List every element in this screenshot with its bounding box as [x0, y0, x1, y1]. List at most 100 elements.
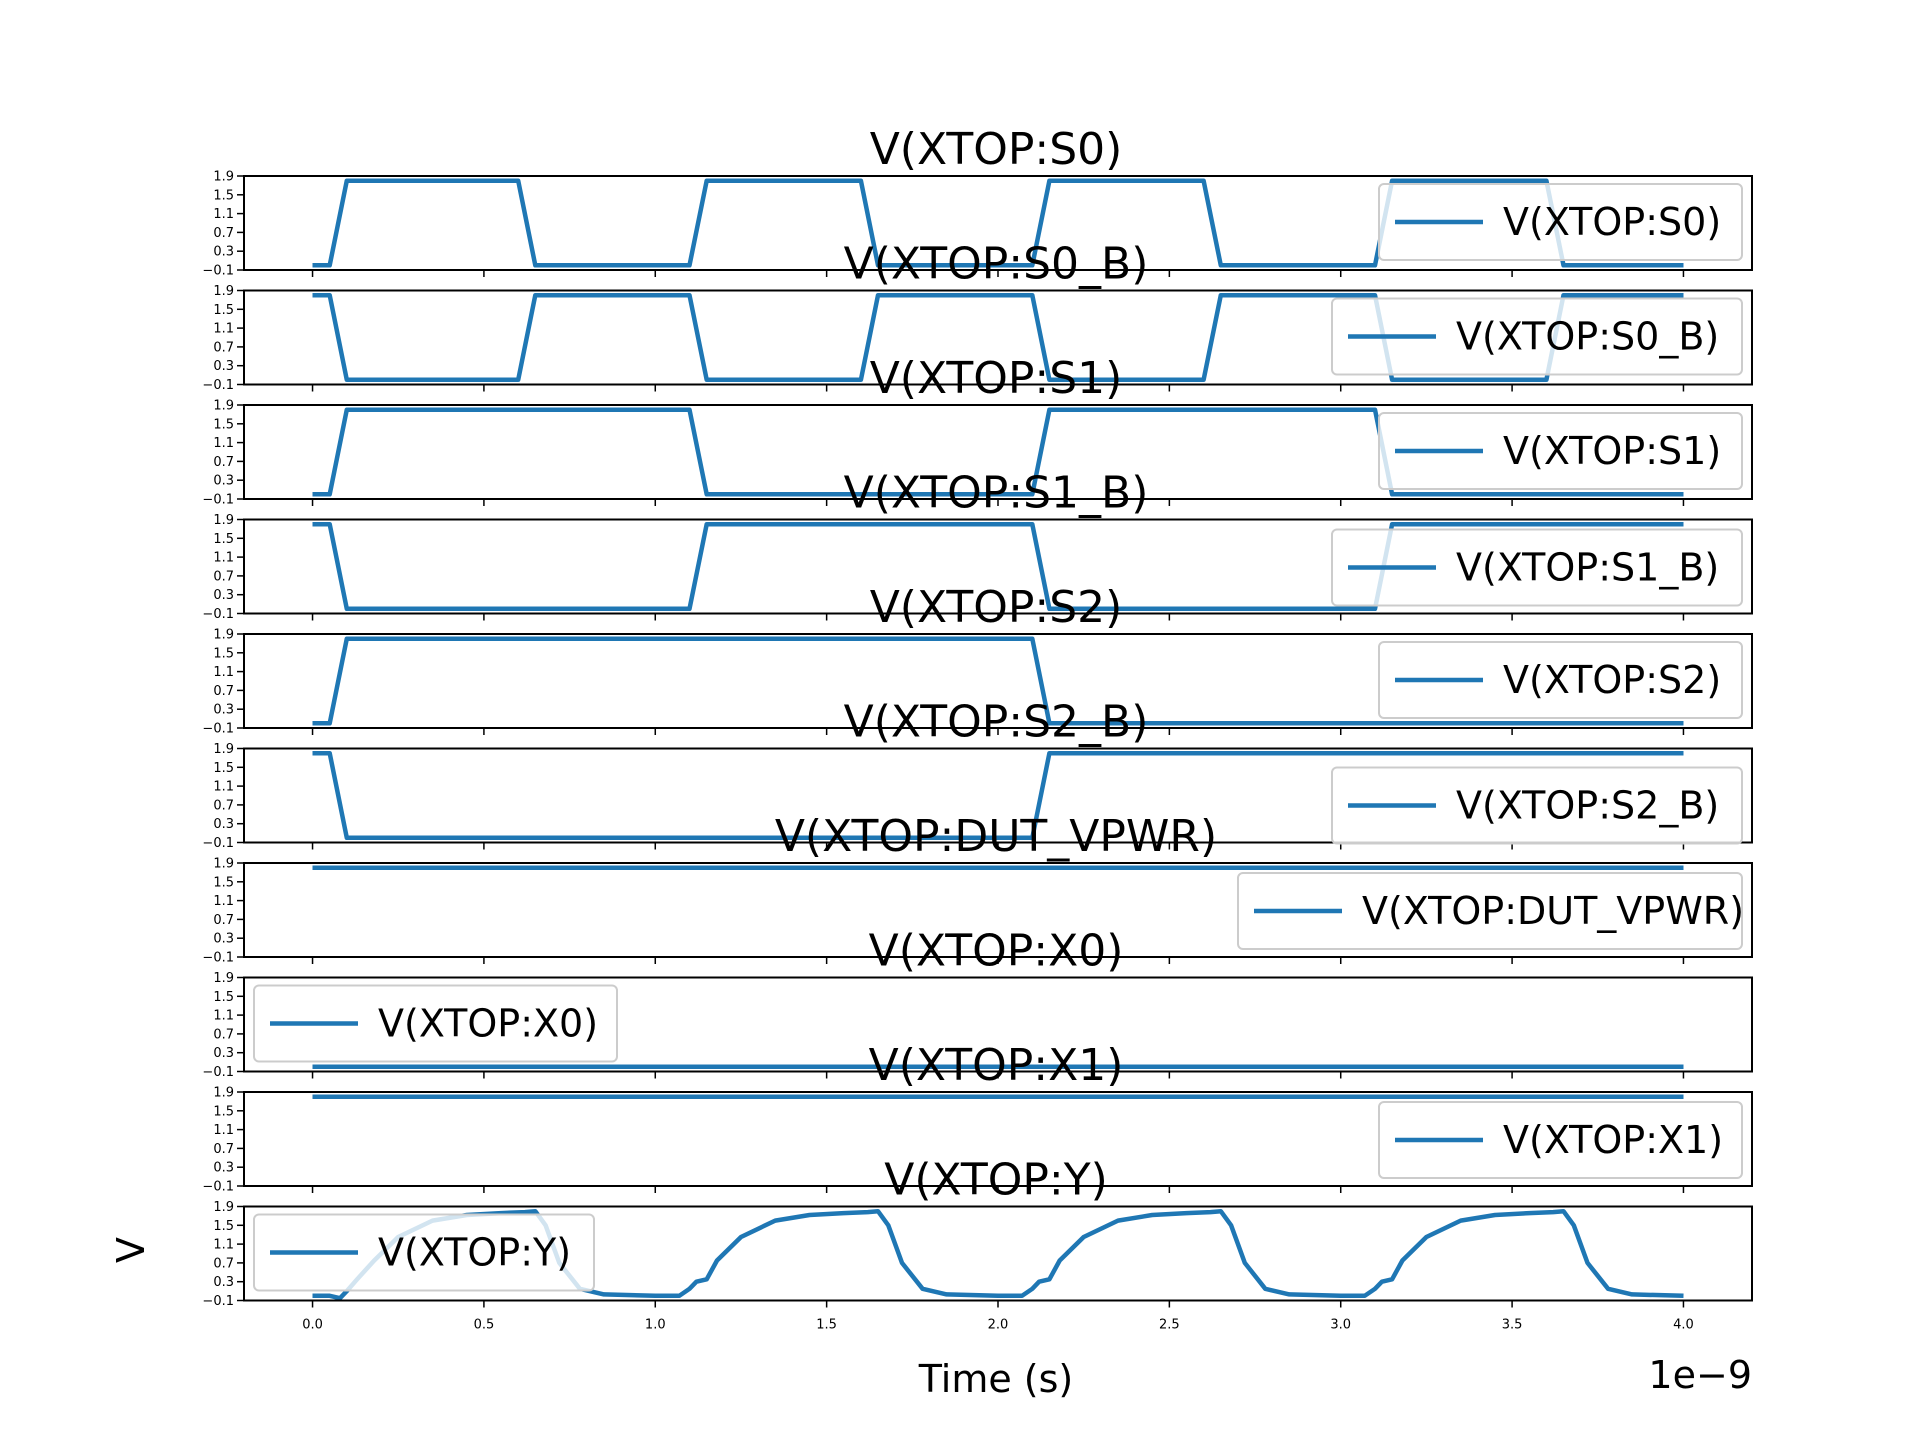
legend: V(XTOP:S0): [1378, 183, 1743, 261]
legend-label: V(XTOP:S1): [1503, 429, 1721, 473]
x-axis-label: Time (s): [918, 1357, 1074, 1401]
y-tick-label: 1.5: [213, 646, 234, 661]
subplot: −0.1 0.3 0.7 1.1 1.5 1.9 V(XTOP:S2_B) V(XTOP:S2…: [202, 697, 1753, 851]
subplot: −0.1 0.3 0.7 1.1 1.5 1.9 V(XTOP:S2) V(XTOP:S2): [202, 582, 1753, 737]
legend-box: [1378, 641, 1743, 719]
y-tick-label: 1.9: [213, 742, 234, 757]
y-axis-label: V: [109, 1237, 153, 1263]
subplot: −0.1 0.3 0.7 1.1 1.5 1.9 V(XTOP:S1_B) V(XTOP:S1…: [202, 468, 1753, 622]
legend: V(XTOP:Y): [253, 1213, 595, 1292]
legend-label: V(XTOP:S0): [1503, 200, 1721, 244]
x-tick-label: 3.5: [1502, 1318, 1523, 1333]
subplot: −0.1 0.3 0.7 1.1 1.5 1.9 V(XTOP:S1) V(XTOP:S1): [202, 353, 1753, 508]
legend-label: V(XTOP:S1_B): [1456, 546, 1719, 590]
legend-box: [1378, 183, 1743, 261]
x-tick-label: 2.0: [988, 1318, 1009, 1333]
legend: V(XTOP:X1): [1378, 1101, 1743, 1179]
y-tick-label: 0.3: [213, 588, 234, 603]
y-tick-label: 1.1: [213, 1123, 234, 1138]
y-tick-label: −0.1: [202, 951, 234, 966]
subplot: −0.1 0.3 0.7 1.1 1.5 1.9 V(XTOP:Y) V(XTOP:Y): [202, 1155, 1753, 1309]
x-tick-label: 2.5: [1159, 1318, 1180, 1333]
y-tick-label: 1.9: [213, 513, 234, 528]
x-tick-label: 4.0: [1673, 1318, 1694, 1333]
y-tick-label: 0.7: [213, 455, 234, 470]
legend-box: [1378, 412, 1743, 490]
y-tick-label: −0.1: [202, 378, 234, 393]
legend-box: [1331, 297, 1743, 376]
subplot: −0.1 0.3 0.7 1.1 1.5 1.9 V(XTOP:X1) V(XTOP:X1): [202, 1040, 1753, 1195]
y-tick-label: 1.9: [213, 1200, 234, 1215]
x-tick-label: 1.0: [645, 1318, 666, 1333]
y-tick-label: 1.5: [213, 875, 234, 890]
y-tick-label: 1.1: [213, 436, 234, 451]
legend-label: V(XTOP:S2_B): [1456, 784, 1719, 828]
subplot-title: V(XTOP:S1_B): [844, 468, 1149, 519]
y-tick-label: 0.7: [213, 340, 234, 355]
y-tick-label: 0.7: [213, 569, 234, 584]
x-tick-label: 0.0: [302, 1318, 323, 1333]
y-tick-label: 1.9: [213, 971, 234, 986]
legend-box: [1378, 1101, 1743, 1179]
legend: V(XTOP:X0): [253, 984, 618, 1063]
legend-box: [253, 1213, 595, 1292]
y-tick-label: 1.1: [213, 551, 234, 566]
y-tick-label: 1.1: [213, 207, 234, 222]
legend-label: V(XTOP:Y): [378, 1231, 571, 1275]
series-line: [312, 178, 1684, 268]
y-tick-label: 1.9: [213, 284, 234, 299]
subplot: −0.1 0.3 0.7 1.1 1.5 1.9 V(XTOP:S0_B) V(XTOP:S0…: [202, 239, 1753, 393]
subplot-title: V(XTOP:S1): [870, 353, 1123, 404]
y-tick-label: 1.5: [213, 188, 234, 203]
subplot-title: V(XTOP:X0): [869, 926, 1124, 977]
y-tick-label: −0.1: [202, 1180, 234, 1195]
legend: V(XTOP:S0_B): [1331, 297, 1743, 376]
subplot: −0.1 0.3 0.7 1.1 1.5 1.9 V(XTOP:DUT_VPWR) V(XTO…: [202, 811, 1753, 966]
y-tick-label: −0.1: [202, 1065, 234, 1080]
x-tick-label: 0.5: [474, 1318, 495, 1333]
legend-box: [1331, 766, 1743, 845]
y-tick-label: 0.3: [213, 703, 234, 718]
y-tick-label: 1.5: [213, 761, 234, 776]
x-axis-offset-label: 1e−9: [1648, 1353, 1752, 1397]
y-tick-label: 1.5: [213, 990, 234, 1005]
series-line: [312, 636, 1684, 726]
subplot-title: V(XTOP:X1): [869, 1040, 1124, 1091]
y-tick-label: 0.7: [213, 1256, 234, 1271]
subplot-title: V(XTOP:S0): [870, 124, 1123, 175]
y-tick-label: −0.1: [202, 1294, 234, 1309]
x-tick-label: 1.5: [816, 1318, 837, 1333]
y-tick-label: 0.7: [213, 913, 234, 928]
y-tick-label: 0.3: [213, 245, 234, 260]
y-tick-label: 0.3: [213, 1161, 234, 1176]
shared-x-axis: 0.0 0.5 1.0 1.5 2.0 2.5 3.0 3.5 4.0: [302, 1318, 1694, 1333]
legend-label: V(XTOP:X1): [1503, 1118, 1723, 1162]
legend: V(XTOP:DUT_VPWR): [1237, 872, 1744, 950]
legend-label: V(XTOP:DUT_VPWR): [1362, 889, 1744, 933]
y-tick-label: 1.1: [213, 894, 234, 909]
series-line: [312, 292, 1684, 383]
y-tick-label: 1.9: [213, 1086, 234, 1101]
y-tick-label: 0.3: [213, 474, 234, 489]
y-tick-label: 0.7: [213, 684, 234, 699]
legend-box: [1331, 528, 1743, 607]
y-tick-label: 1.1: [213, 780, 234, 795]
y-tick-label: 1.1: [213, 322, 234, 337]
y-tick-label: 1.9: [213, 399, 234, 414]
subplot: −0.1 0.3 0.7 1.1 1.5 1.9 V(XTOP:X0) V(XTOP:X0): [202, 926, 1753, 1080]
y-tick-label: 1.9: [213, 628, 234, 643]
y-tick-label: 1.1: [213, 1238, 234, 1253]
y-tick-label: 1.5: [213, 303, 234, 318]
legend: V(XTOP:S2): [1378, 641, 1743, 719]
y-tick-label: 1.1: [213, 665, 234, 680]
y-tick-label: 0.7: [213, 1027, 234, 1042]
y-tick-label: −0.1: [202, 836, 234, 851]
subplot-title: V(XTOP:S0_B): [844, 239, 1149, 290]
legend-box: [253, 984, 618, 1063]
legend: V(XTOP:S1_B): [1331, 528, 1743, 607]
y-tick-label: 0.7: [213, 798, 234, 813]
y-tick-label: 0.3: [213, 817, 234, 832]
y-tick-label: 0.3: [213, 359, 234, 374]
legend-label: V(XTOP:S2): [1503, 658, 1721, 702]
